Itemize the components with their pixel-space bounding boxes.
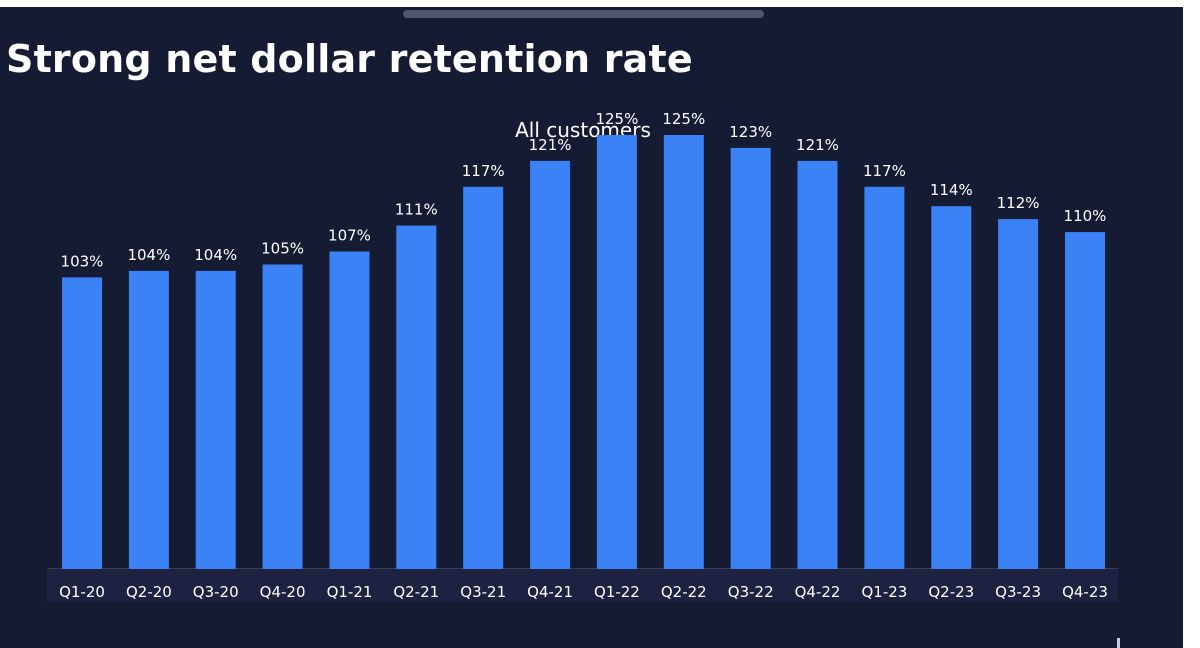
- bar-q1-23: [864, 186, 905, 570]
- bar-q3-20: [195, 270, 236, 569]
- x-tick-label-q4-23: Q4-23: [1062, 583, 1108, 601]
- slide-title: Strong net dollar retention rate: [6, 37, 693, 81]
- data-label-q2-22: 125%: [662, 110, 705, 128]
- data-label-q1-22: 125%: [595, 110, 638, 128]
- bar-q4-20: [262, 264, 303, 569]
- data-label-q3-22: 123%: [729, 123, 772, 141]
- x-tick-label-q3-22: Q3-22: [728, 583, 774, 601]
- right-edge-strip: [1183, 0, 1200, 648]
- x-axis-band: [47, 569, 1118, 602]
- bar-q1-20: [62, 277, 102, 569]
- bar-q4-22: [797, 160, 838, 569]
- data-label-q2-20: 104%: [127, 246, 170, 264]
- bar-q3-22: [730, 147, 771, 569]
- data-label-q2-21: 111%: [395, 201, 438, 219]
- data-label-q3-21: 117%: [462, 162, 505, 180]
- data-label-q1-23: 117%: [863, 162, 906, 180]
- data-label-q2-23: 114%: [930, 181, 973, 199]
- x-tick-label-q1-22: Q1-22: [594, 583, 640, 601]
- x-tick-label-q1-20: Q1-20: [59, 583, 105, 601]
- bar-q3-21: [463, 186, 504, 570]
- bar-q1-21: [329, 251, 370, 569]
- x-tick-label-q2-21: Q2-21: [393, 583, 439, 601]
- x-tick-label-q1-21: Q1-21: [327, 583, 373, 601]
- bar-q2-22: [663, 135, 704, 569]
- data-label-q1-20: 103%: [61, 252, 104, 270]
- data-label-q4-23: 110%: [1064, 207, 1107, 225]
- data-label-q1-21: 107%: [328, 227, 371, 245]
- data-label-q4-22: 121%: [796, 136, 839, 154]
- corner-mark: [1117, 638, 1120, 648]
- bar-q4-21: [530, 160, 571, 569]
- window-drag-handle[interactable]: [403, 10, 764, 18]
- x-tick-label-q2-23: Q2-23: [928, 583, 974, 601]
- data-label-q4-20: 105%: [261, 240, 304, 258]
- data-label-q4-21: 121%: [529, 136, 572, 154]
- x-tick-label-q4-21: Q4-21: [527, 583, 573, 601]
- bar-q2-23: [931, 206, 972, 569]
- x-tick-label-q3-21: Q3-21: [460, 583, 506, 601]
- x-tick-label-q4-20: Q4-20: [260, 583, 306, 601]
- x-tick-label-q3-20: Q3-20: [193, 583, 239, 601]
- bars-layer: [62, 135, 1105, 570]
- x-tick-label-q2-20: Q2-20: [126, 583, 172, 601]
- bar-q2-21: [396, 225, 437, 569]
- value-labels-layer: 103% 104% 104% 105% 107% 111% 117% 121% 125% 125%…: [61, 110, 1107, 270]
- bar-q2-20: [128, 270, 169, 569]
- data-label-q3-23: 112%: [997, 194, 1040, 212]
- x-tick-label-q3-23: Q3-23: [995, 583, 1041, 601]
- bar-q3-23: [998, 219, 1039, 569]
- bar-q1-22: [596, 135, 637, 569]
- tick-labels-layer: Q1-20 Q2-20 Q3-20 Q4-20 Q1-21 Q2-21 Q3-21 Q4-21…: [59, 583, 1108, 601]
- x-tick-label-q4-22: Q4-22: [795, 583, 841, 601]
- x-tick-label-q1-23: Q1-23: [861, 583, 907, 601]
- bar-q4-23: [1065, 232, 1105, 569]
- x-tick-label-q2-22: Q2-22: [661, 583, 707, 601]
- data-label-q3-20: 104%: [194, 246, 237, 264]
